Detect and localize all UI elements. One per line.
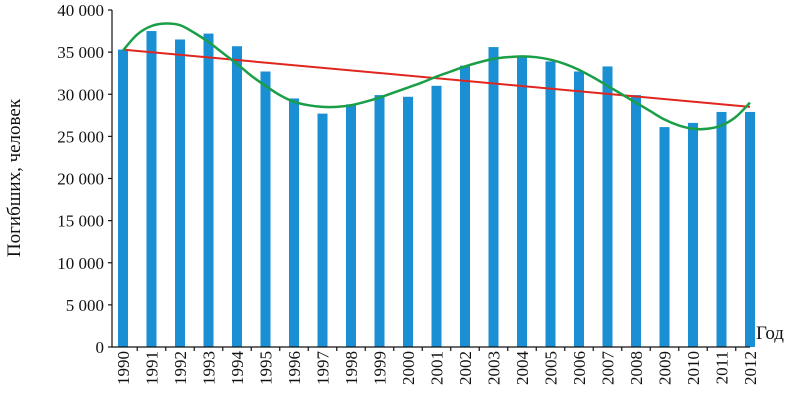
- y-tick-label: 35 000: [57, 43, 104, 62]
- bar-1992: [175, 39, 185, 348]
- x-axis-ticks: 1990 1991 1992 1993 1994 1995 1996 1997 1998 1999…: [114, 347, 760, 385]
- y-axis-ticks: 0 5 000 10 000 15 000 20 000 25 000 30 000 35 0…: [57, 1, 112, 357]
- bar-2010: [688, 122, 698, 348]
- bar-1995: [260, 71, 271, 347]
- bar-1994: [232, 46, 242, 347]
- y-tick-label: 20 000: [57, 170, 104, 189]
- x-tick-label: 1993: [200, 351, 219, 385]
- y-tick-label: 15 000: [57, 212, 104, 231]
- bar-2004: [517, 56, 527, 348]
- polynomial-trend-curve: [122, 22, 751, 131]
- bar-2000: [403, 96, 413, 347]
- trend-lines: [122, 22, 751, 131]
- bar-1998: [346, 104, 356, 347]
- y-tick-label: 30 000: [57, 85, 104, 104]
- x-tick-label: 1996: [285, 351, 304, 385]
- bar-1993: [203, 33, 214, 348]
- y-tick-label: 0: [96, 338, 105, 357]
- x-tick-label: 2006: [570, 351, 589, 385]
- bar-1996: [289, 98, 299, 348]
- bar-2003: [488, 47, 499, 347]
- x-tick-label: 2004: [513, 351, 532, 386]
- y-tick-label: 10 000: [57, 254, 104, 273]
- x-tick-label: 1997: [314, 351, 333, 386]
- bar-1997: [317, 113, 328, 347]
- bar-2012: [745, 111, 755, 347]
- x-tick-label: 1995: [257, 351, 276, 385]
- x-tick-label: 2000: [399, 351, 418, 385]
- x-tick-label: 2008: [627, 351, 646, 385]
- x-tick-label: 2010: [684, 351, 703, 385]
- bar-2008: [631, 95, 641, 347]
- x-tick-label: 2011: [713, 351, 732, 384]
- x-tick-label: 1994: [228, 351, 247, 386]
- x-tick-label: 2009: [656, 351, 675, 385]
- linear-trend-line: [122, 48, 751, 108]
- x-tick-label: 1999: [371, 351, 390, 385]
- y-tick-label: 40 000: [57, 1, 104, 20]
- bar-1999: [374, 95, 385, 347]
- x-tick-label: 1992: [171, 351, 190, 385]
- x-tick-label: 1991: [143, 351, 162, 385]
- x-tick-label: 2012: [741, 351, 760, 385]
- x-tick-label: 2003: [485, 351, 504, 385]
- x-tick-label: 1998: [342, 351, 361, 385]
- x-tick-label: 1990: [114, 351, 133, 385]
- bar-2005: [545, 61, 556, 348]
- bar-2011: [716, 111, 727, 347]
- y-tick-label: 25 000: [57, 127, 104, 146]
- y-tick-label: 5 000: [66, 296, 104, 315]
- bar-2007: [602, 66, 613, 347]
- x-axis-label: Год: [756, 323, 784, 344]
- bar-1990: [118, 49, 128, 347]
- x-tick-label: 2002: [456, 351, 475, 385]
- bar-1991: [146, 31, 157, 347]
- bar-2009: [659, 127, 670, 347]
- x-tick-label: 2001: [428, 351, 447, 385]
- x-tick-label: 2005: [542, 351, 561, 385]
- bar-series: [118, 31, 755, 348]
- y-axis-label: Погибших, человек: [4, 98, 25, 257]
- bar-2002: [460, 65, 470, 347]
- x-tick-label: 2007: [599, 351, 618, 386]
- bar-2006: [574, 71, 584, 347]
- bar-2001: [431, 85, 442, 347]
